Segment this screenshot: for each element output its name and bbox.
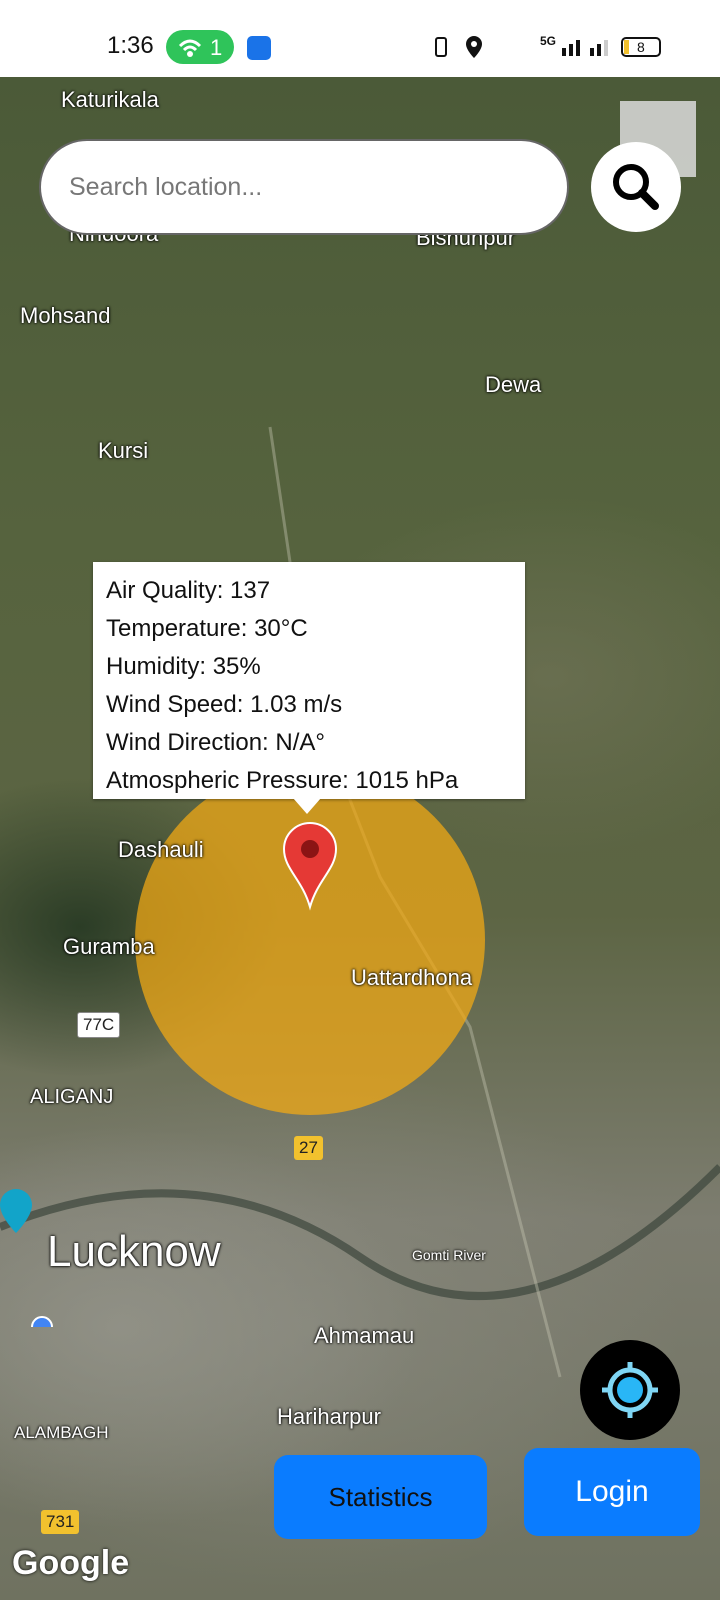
map-label: Dashauli — [118, 837, 204, 862]
statistics-button[interactable]: Statistics — [274, 1455, 487, 1539]
map-attribution: Google — [12, 1544, 130, 1582]
info-line: Temperature: 30°C — [106, 615, 308, 642]
map-label: Kursi — [98, 438, 149, 463]
hotspot-icon — [178, 39, 202, 57]
info-line: Wind Speed: 1.03 m/s — [106, 691, 343, 718]
info-line: Wind Direction: N/A° — [106, 729, 325, 756]
map-label: Hariharpur — [277, 1404, 381, 1429]
hotspot-count: 1 — [210, 35, 223, 60]
battery-level: 8 — [637, 39, 645, 55]
battery: 8 — [621, 37, 661, 57]
map-label: Gomti River — [412, 1247, 486, 1263]
info-lines: Air Quality: 137 Temperature: 30°C Humidit… — [106, 572, 458, 800]
search-icon — [613, 164, 659, 210]
status-bar: 1:36 1 5G 8 — [0, 0, 720, 77]
login-button[interactable]: Login — [524, 1448, 700, 1536]
status-icons — [435, 36, 608, 58]
locate-icon — [602, 1362, 658, 1418]
map-label: ALAMBAGH — [14, 1423, 109, 1442]
info-pointer — [293, 798, 321, 814]
map-label: Mohsand — [20, 303, 111, 328]
aqi-circle — [135, 765, 485, 1115]
search-input[interactable]: Search location... — [39, 139, 569, 235]
road-sign: 77C — [77, 1012, 121, 1038]
map-label: Uattardhona — [351, 965, 473, 990]
info-window: Air Quality: 137 Temperature: 30°C Humidit… — [93, 562, 525, 814]
map[interactable]: Katurikala Nindoora Bishunpur Mohsand De… — [0, 77, 720, 1600]
map-label: Ahmamau — [314, 1323, 415, 1348]
road-sign: 27 — [294, 1136, 323, 1160]
locate-button[interactable] — [580, 1340, 680, 1440]
network-type: 5G — [540, 34, 557, 48]
map-label: Katurikala — [61, 87, 159, 112]
map-poi — [0, 1189, 53, 1327]
map-label: ALIGANJ — [30, 1086, 114, 1108]
search-button[interactable] — [591, 142, 681, 232]
map-roads — [0, 426, 720, 1378]
search-placeholder: Search location... — [69, 173, 263, 201]
app-icon — [247, 36, 271, 60]
info-line: Air Quality: 137 — [106, 577, 271, 604]
info-line: Humidity: 35% — [106, 653, 261, 680]
info-line: Atmospheric Pressure: 1015 hPa — [106, 767, 459, 794]
road-sign: 731 — [41, 1510, 80, 1534]
map-label: Lucknow — [47, 1227, 221, 1276]
map-label: Dewa — [485, 372, 542, 397]
map-label: Guramba — [63, 934, 155, 959]
time: 1:36 — [107, 32, 154, 59]
map-marker[interactable] — [280, 819, 340, 911]
hotspot-pill: 1 — [166, 30, 234, 64]
